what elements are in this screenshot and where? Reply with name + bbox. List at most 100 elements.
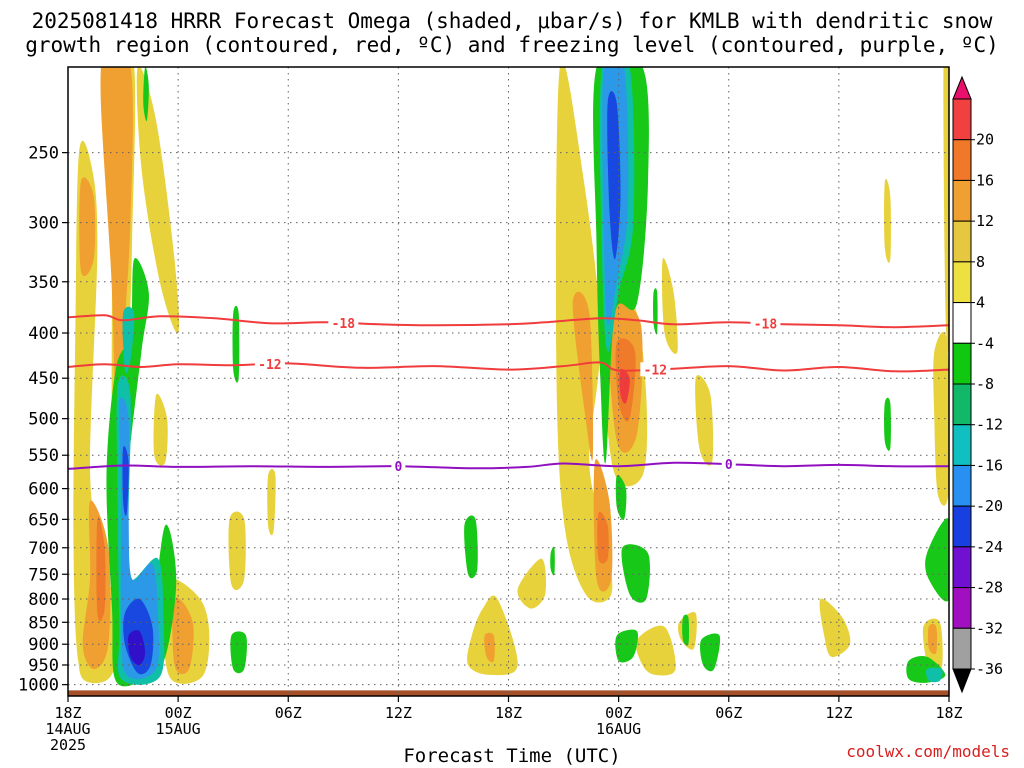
omega-region-32 [597, 511, 609, 564]
omega-region-48 [925, 518, 949, 602]
omega-region-59 [127, 630, 146, 666]
colorbar-label-3: 8 [976, 253, 985, 271]
y-tick-label-550: 550 [28, 446, 59, 466]
y-tick-label-750: 750 [28, 565, 59, 585]
colorbar-label-5: -4 [976, 334, 994, 352]
colorbar-label-0: 20 [976, 131, 994, 149]
colorbar-swatch-7 [952, 383, 972, 426]
omega-region-30 [96, 516, 106, 622]
x-tick-label-0-2: 2025 [50, 736, 86, 754]
contour-line--12 [68, 361, 949, 373]
colorbar-bottom-arrow [952, 668, 972, 694]
surface-layer [68, 690, 949, 696]
colorbar-label-9: -20 [976, 497, 1003, 515]
colorbar-swatch-5 [952, 302, 972, 344]
omega-region-25 [572, 291, 594, 461]
omega-region-20 [943, 67, 949, 353]
contour-label--12-0: -12 [258, 358, 281, 373]
omega-region-3 [153, 393, 168, 466]
y-tick-label-950: 950 [28, 656, 59, 676]
colorbar-label-8: -16 [976, 456, 1003, 474]
omega-region-6 [228, 511, 246, 591]
contour-layer: -18 -18 -12 -12 0 0 [68, 314, 949, 475]
colorbar-label-13: -36 [976, 660, 1003, 678]
colorbar-legend: 20 16 12 8 4 -4 -8 -12 -16 -20 -24 -28 -32 -36 [952, 75, 1003, 694]
colorbar-top-arrow [952, 75, 972, 100]
colorbar-swatch-4 [952, 261, 972, 304]
colorbar-swatch-13 [952, 627, 972, 670]
omega-shading-layer [73, 67, 949, 687]
omega-region-56 [122, 446, 129, 516]
colorbar-swatch-9 [952, 464, 972, 507]
colorbar-swatch-3 [952, 220, 972, 263]
y-axis: 2503003504004505005506006507007508008509… [18, 144, 68, 696]
contour-label-bg--12-0 [254, 357, 285, 372]
y-tick-label-850: 850 [28, 613, 59, 633]
chart-title-line-1: 2025081418 HRRR Forecast Omega (shaded, … [31, 9, 993, 33]
contour-label--12-1: -12 [644, 363, 667, 378]
y-tick-label-600: 600 [28, 480, 59, 500]
x-tick-label-36-0: 06Z [715, 704, 742, 722]
site-credit: coolwx.com/models [846, 742, 1010, 761]
x-tick-label-12-0: 06Z [275, 704, 302, 722]
omega-region-42 [615, 474, 627, 521]
colorbar-swatch-6 [952, 342, 972, 385]
y-tick-label-500: 500 [28, 410, 59, 430]
x-tick-label-18-0: 12Z [385, 704, 412, 722]
omega-region-22 [79, 177, 96, 277]
colorbar-label-4: 4 [976, 294, 985, 312]
x-tick-label-30-0: 00Z [605, 704, 632, 722]
y-tick-label-250: 250 [28, 144, 59, 164]
y-tick-label-350: 350 [28, 273, 59, 293]
y-tick-label-700: 700 [28, 539, 59, 559]
y-tick-label-900: 900 [28, 635, 59, 655]
omega-region-39 [550, 546, 555, 576]
y-tick-label-800: 800 [28, 590, 59, 610]
omega-region-14 [635, 625, 676, 676]
colorbar-swatch-11 [952, 546, 972, 589]
x-tick-label-30-1: 16AUG [596, 720, 641, 738]
colorbar-label-7: -12 [976, 416, 1003, 434]
omega-region-18 [933, 332, 949, 506]
x-tick-label-6-1: 15AUG [156, 720, 201, 738]
omega-region-50 [122, 306, 135, 373]
colorbar-label-11: -28 [976, 579, 1003, 597]
colorbar-label-1: 16 [976, 171, 994, 189]
omega-region-17 [884, 178, 891, 263]
chart-title-line-2: growth region (contoured, red, ºC) and f… [25, 33, 999, 57]
contour-label-0-1: 0 [725, 458, 733, 473]
omega-region-47 [884, 397, 891, 451]
omega-region-28 [484, 632, 495, 663]
x-tick-label-42-0: 12Z [825, 704, 852, 722]
omega-region-13 [695, 375, 714, 466]
omega-region-46 [700, 633, 721, 672]
contour-label-bg-0-0 [391, 459, 406, 474]
y-tick-label-300: 300 [28, 214, 59, 234]
omega-region-43 [621, 544, 650, 603]
colorbar-label-6: -8 [976, 375, 994, 393]
omega-region-29 [927, 623, 938, 655]
contour-label-bg--18-0 [328, 315, 359, 330]
colorbar-swatch-12 [952, 587, 972, 629]
x-tick-label-48-0: 18Z [935, 704, 962, 722]
contour-label-bg--18-1 [750, 316, 781, 331]
colorbar-swatch-10 [952, 505, 972, 548]
contour-label-bg-0-1 [721, 457, 736, 472]
contour-label-0-0: 0 [394, 460, 402, 475]
colorbar-label-10: -24 [976, 538, 1003, 556]
omega-region-37 [230, 631, 247, 674]
contour-label--18-1: -18 [754, 318, 778, 333]
omega-region-34 [143, 67, 149, 122]
omega-region-8 [517, 558, 547, 609]
contour-line-0 [68, 461, 949, 470]
x-tick-label-6-0: 00Z [165, 704, 192, 722]
omega-region-16 [819, 598, 851, 657]
omega-region-58 [607, 91, 621, 260]
omega-region-36 [232, 305, 240, 383]
x-axis-title: Forecast Time (UTC) [403, 745, 621, 767]
contour-line--18 [68, 314, 949, 329]
colorbar-swatch-1 [952, 139, 972, 181]
omega-region-41 [653, 288, 658, 335]
